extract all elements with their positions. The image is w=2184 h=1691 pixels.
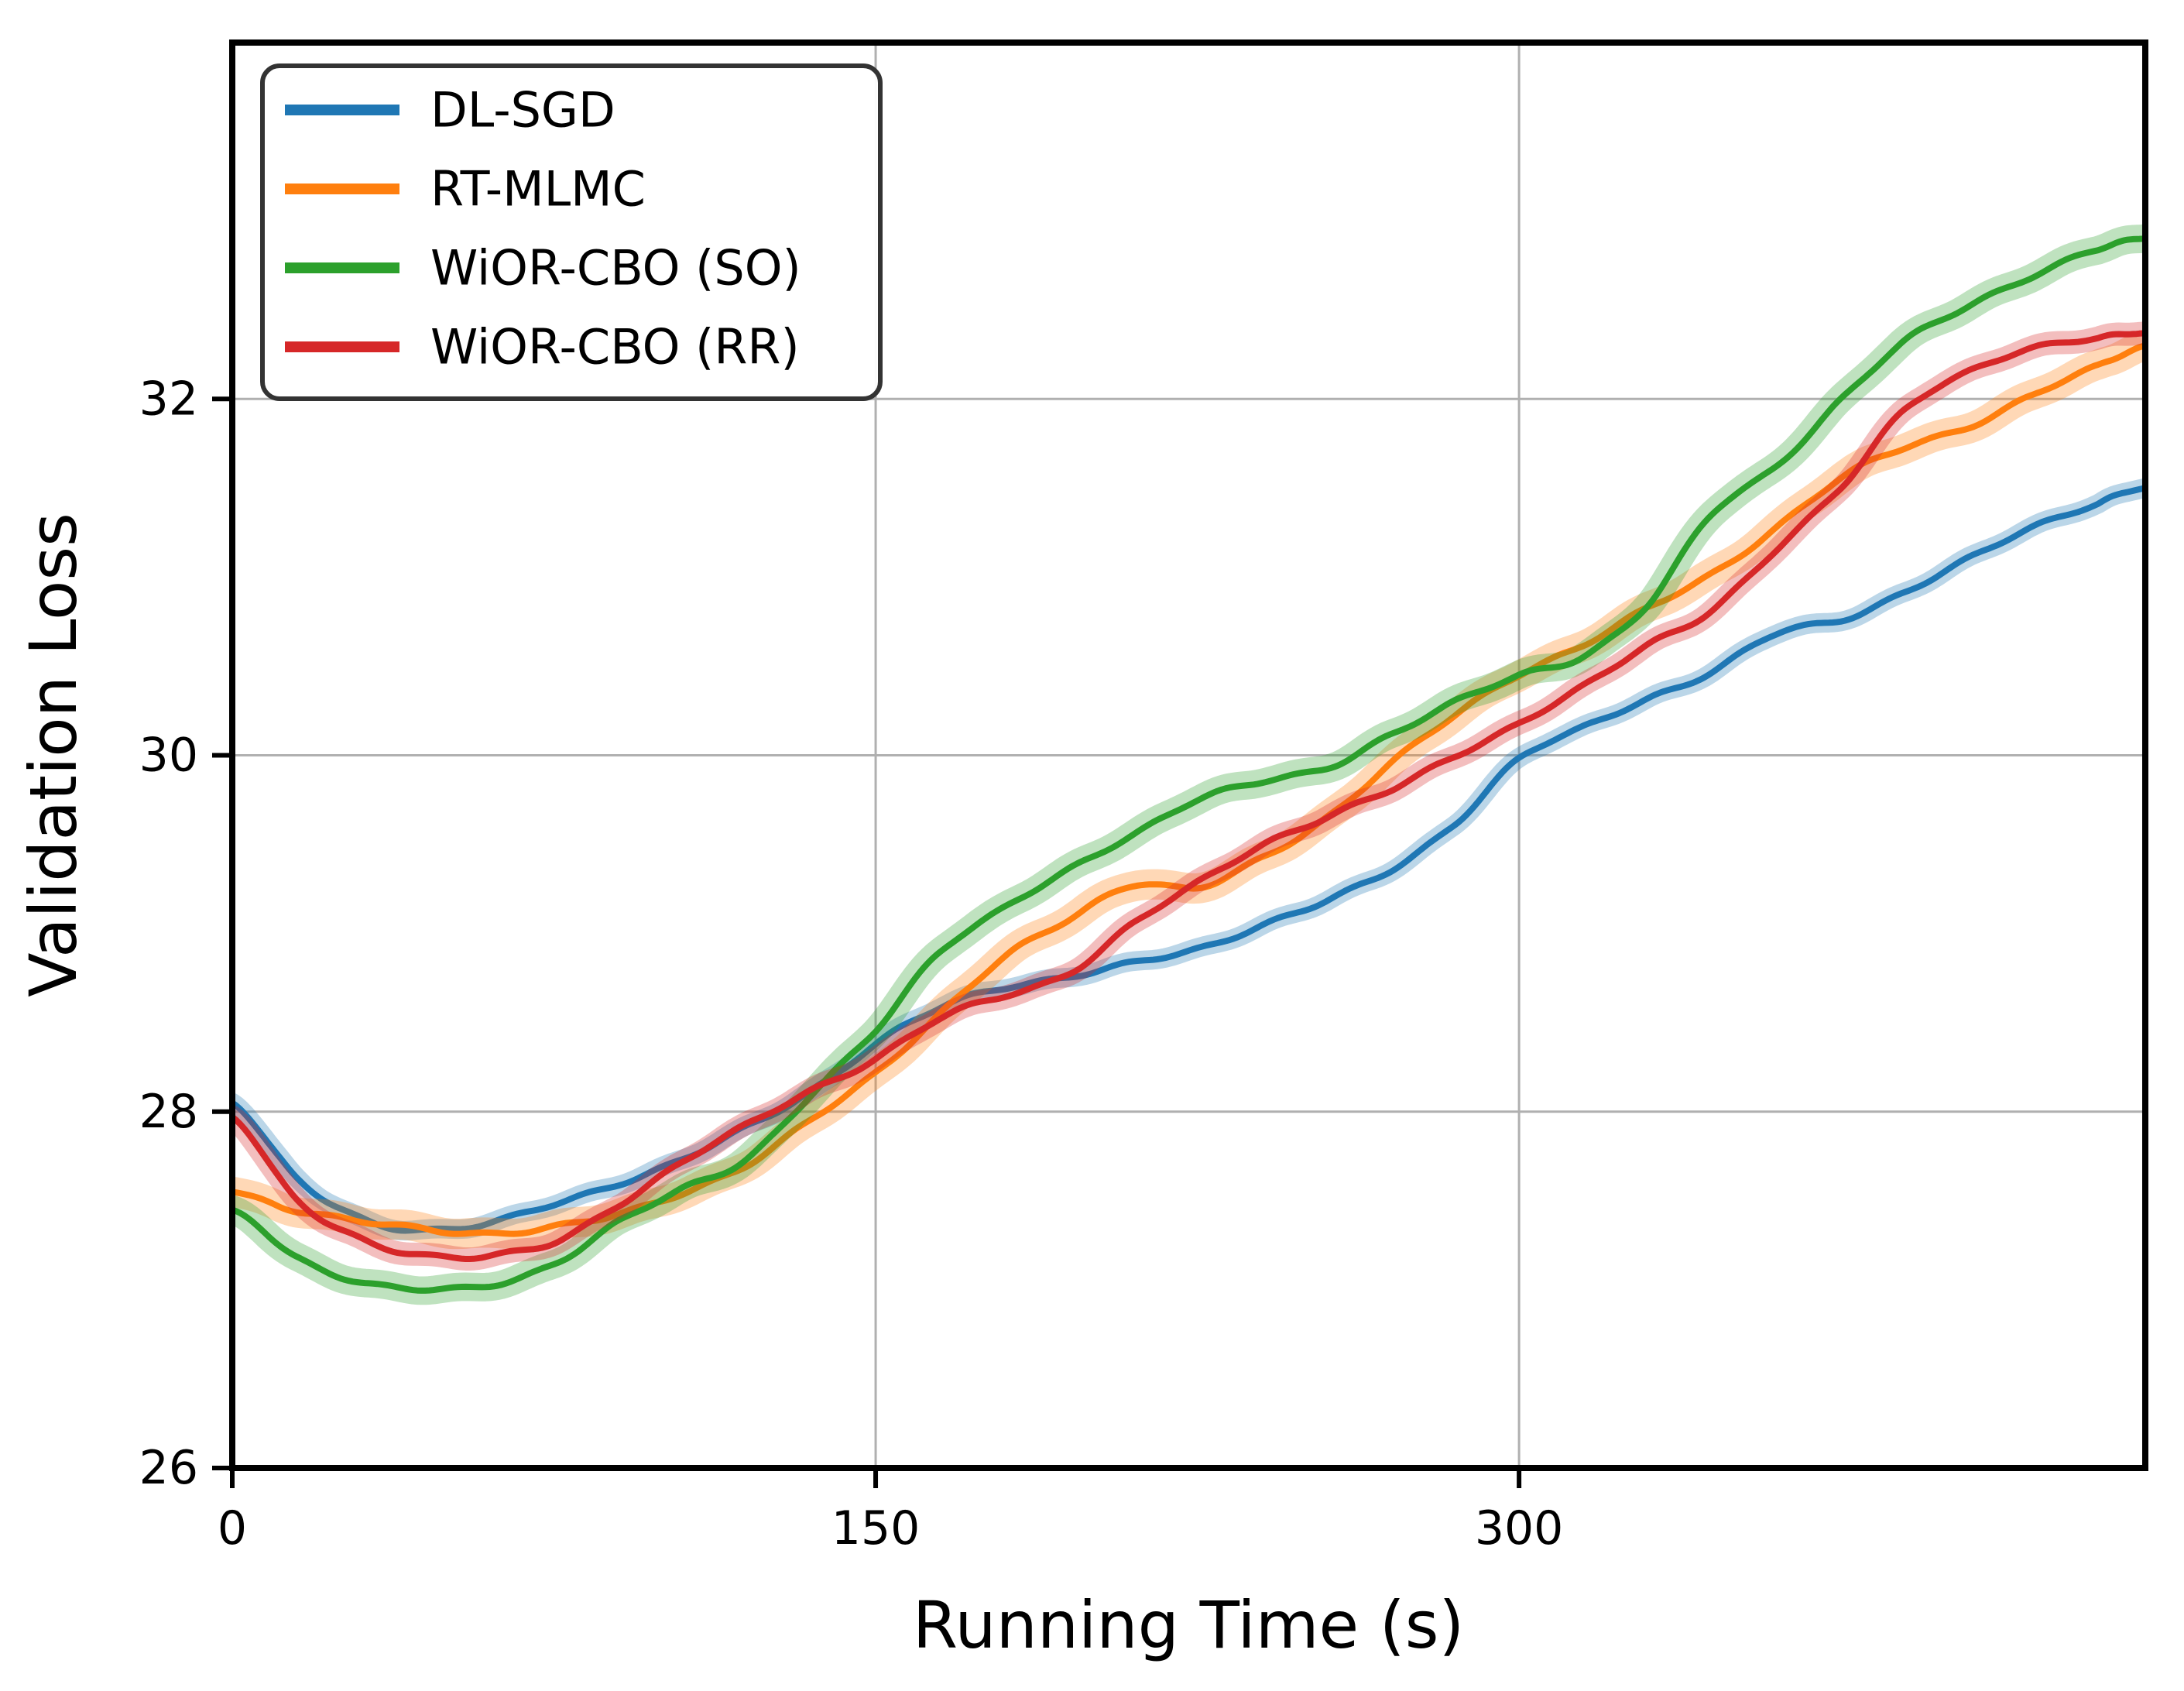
legend-label: RT-MLMC [430, 161, 646, 218]
x-axis-label: Running Time (s) [913, 1587, 1464, 1663]
x-tick-label: 300 [1475, 1501, 1564, 1556]
band-DL-SGD [232, 478, 2145, 1241]
legend-label: WiOR-CBO (RR) [430, 319, 800, 376]
line-WiOR-CBO (SO) [232, 235, 2145, 1294]
x-tick-label: 150 [831, 1501, 921, 1556]
line-DL-SGD [232, 485, 2145, 1234]
legend: DL-SGD RT-MLMC WiOR-CBO (SO) WiOR-CBO (RR) [260, 63, 883, 401]
line-WiOR-CBO (RR) [232, 330, 2145, 1262]
y-tick-label: 26 [139, 1441, 198, 1495]
series-lines [232, 224, 2145, 1305]
y-tick-label: 30 [139, 729, 198, 783]
y-tick-label: 28 [139, 1085, 198, 1139]
legend-box [260, 63, 883, 401]
line-RT-MLMC [232, 342, 2145, 1237]
legend-label: WiOR-CBO (SO) [430, 240, 801, 297]
y-axis-label: Validation Loss [15, 513, 91, 997]
y-tick-label: 32 [139, 372, 198, 426]
legend-label: DL-SGD [430, 82, 615, 139]
axes: 26 28 30 32 0 150 300 [139, 372, 1564, 1556]
x-tick-label: 0 [218, 1501, 247, 1556]
